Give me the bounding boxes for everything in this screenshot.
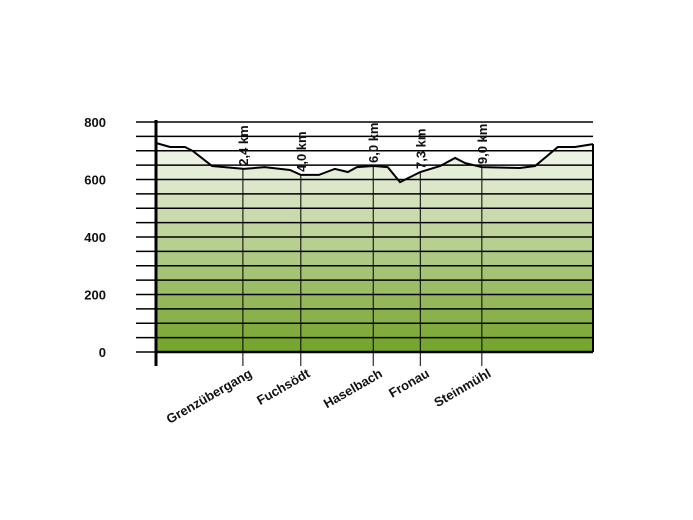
y-tick-label: 800 — [84, 115, 106, 130]
marker-distance: 4,0 km — [294, 131, 309, 171]
elevation-profile — [155, 142, 594, 184]
elevation-band — [156, 308, 593, 324]
elevation-band — [156, 265, 593, 281]
elevation-band — [156, 208, 593, 223]
elevation-band — [156, 179, 593, 194]
elevation-band — [156, 280, 593, 295]
y-tick-label: 200 — [84, 288, 106, 303]
marker-place: Fuchsödt — [254, 365, 313, 408]
marker-distance: 9,0 km — [475, 124, 490, 164]
y-tick-label: 0 — [99, 345, 106, 360]
marker-place: Steinmühl — [431, 366, 493, 410]
elevation-band — [156, 165, 593, 180]
elevation-band — [156, 323, 593, 338]
elevation-band — [156, 222, 593, 237]
elevation-band — [156, 337, 593, 352]
y-tick-label: 400 — [84, 230, 106, 245]
marker-place: Fronau — [386, 366, 432, 401]
elevation-band — [156, 193, 593, 209]
elevation-band — [156, 237, 593, 252]
elevation-band — [156, 294, 593, 309]
marker-distance: 6,0 km — [366, 123, 381, 163]
marker-place: Haselbach — [321, 366, 385, 412]
y-tick-label: 600 — [84, 173, 106, 188]
marker-distance: 2,4 km — [236, 125, 251, 165]
marker-place: Grenzübergang — [164, 366, 255, 427]
marker-distance: 7,3 km — [413, 129, 428, 169]
elevation-band — [156, 251, 593, 266]
